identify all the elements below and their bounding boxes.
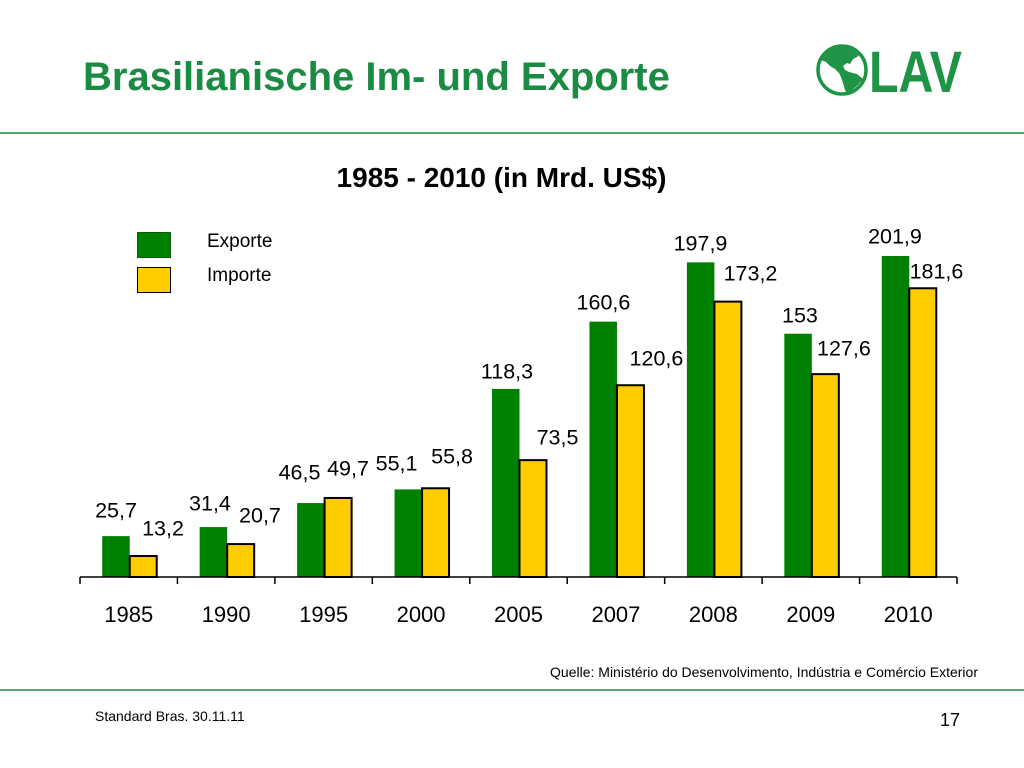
- x-tick-label: 2008: [689, 602, 738, 627]
- legend-label-exporte: Exporte: [207, 231, 273, 252]
- import-bar: [421, 487, 451, 579]
- header-divider: [0, 132, 1024, 134]
- data-label: 120,6: [630, 347, 684, 371]
- x-axis-ticks: [79, 577, 958, 584]
- data-label: 153: [782, 304, 818, 328]
- import-bar: [908, 287, 938, 578]
- bars-group: [102, 255, 938, 579]
- lav-logo: LAV: [816, 40, 962, 100]
- x-tick-label: 1985: [104, 602, 153, 627]
- data-label: 160,6: [577, 291, 631, 315]
- data-label: 46,5: [279, 461, 321, 485]
- data-labels-group: 25,713,231,4 20,7 46,5 49,7 55,1 55,8 118,3 73,…: [95, 225, 963, 541]
- x-tick-label: 1995: [299, 602, 348, 627]
- export-bar: [199, 527, 228, 577]
- data-label: 20,7: [239, 504, 281, 528]
- source-note: Quelle: Ministério do Desenvolvimento, I…: [550, 664, 978, 680]
- import-bar: [518, 459, 548, 579]
- footer-divider: [0, 689, 1024, 691]
- data-label: 13,2: [142, 517, 184, 541]
- data-label: 49,7: [327, 457, 369, 481]
- data-label: 118,3: [481, 360, 533, 384]
- legend-swatch-importe: [137, 267, 171, 293]
- export-bar: [784, 333, 812, 577]
- data-label: 127,6: [817, 337, 871, 361]
- data-label: 73,5: [537, 426, 579, 450]
- x-tick-label: 2000: [397, 602, 446, 627]
- globe-americas-icon: [816, 44, 868, 96]
- x-tick-label: 2010: [884, 602, 933, 627]
- x-tick-label: 1990: [202, 602, 251, 627]
- export-bar: [102, 536, 130, 577]
- x-tick-label: 2007: [591, 602, 640, 627]
- x-tick-label: 2005: [494, 602, 543, 627]
- import-bar: [323, 496, 353, 578]
- data-label: 201,9: [868, 225, 922, 249]
- chart-title: 1985 - 2010 (in Mrd. US$): [336, 162, 667, 193]
- data-label: 197,9: [674, 232, 728, 256]
- import-bar: [226, 543, 256, 579]
- data-label: 31,4: [189, 492, 231, 516]
- data-label: 25,7: [95, 499, 137, 523]
- import-bar: [810, 373, 840, 578]
- export-bar: [881, 255, 910, 577]
- x-tick-labels: 1985 1990 1995 2000 2005 2007 2008 2009 2010: [104, 602, 933, 627]
- export-bar: [589, 321, 617, 577]
- data-label: 55,8: [431, 445, 473, 469]
- data-label: 173,2: [724, 262, 778, 286]
- export-bar: [492, 388, 520, 577]
- legend-label-importe: Importe: [207, 265, 272, 286]
- logo-wordmark: LAV: [869, 40, 962, 100]
- export-bar: [297, 503, 325, 577]
- page-number: 17: [939, 710, 960, 730]
- bar-chart: 1985 1990 1995 2000 2005 2007 2008 2009 2010 25,…: [79, 225, 963, 627]
- page-title: Brasilianische Im- und Exporte: [83, 55, 670, 99]
- legend-swatch-exporte: [137, 232, 171, 258]
- data-label: 55,1: [376, 452, 418, 476]
- import-bar: [713, 300, 743, 578]
- x-tick-label: 2009: [786, 602, 835, 627]
- export-bar: [686, 262, 715, 577]
- data-label: 181,6: [910, 260, 964, 284]
- import-bar: [615, 384, 645, 578]
- import-bar: [128, 555, 158, 578]
- footer-text: Standard Bras. 30.11.11: [95, 708, 245, 724]
- export-bar: [394, 489, 423, 577]
